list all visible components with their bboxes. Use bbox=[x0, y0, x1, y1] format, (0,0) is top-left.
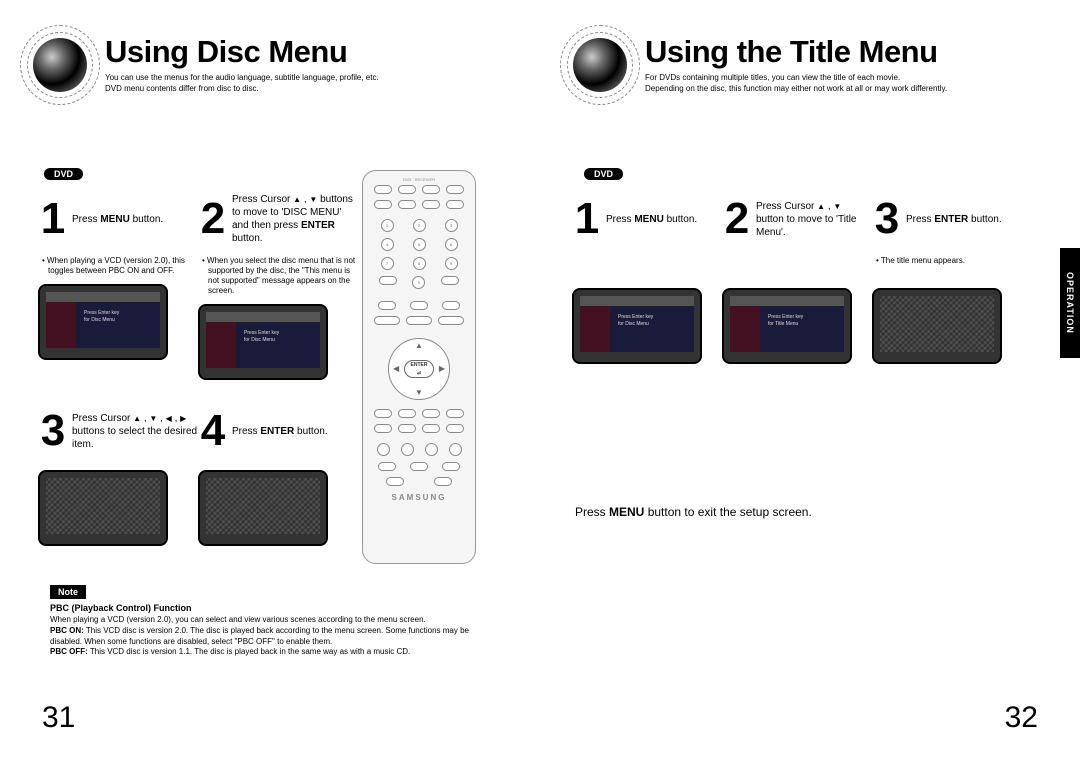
speaker-icon bbox=[560, 25, 640, 105]
page-subtitle-2: DVD menu contents differ from disc to di… bbox=[105, 84, 379, 94]
step-text: Press Cursor ▲ , ▼ , ◀ , ▶ buttons to se… bbox=[72, 412, 198, 451]
step-text: Press ENTER button. bbox=[906, 213, 1017, 226]
step-text: Press ENTER button. bbox=[232, 425, 358, 438]
step-number: 3 bbox=[872, 197, 902, 241]
step-note: When playing a VCD (version 2.0), this t… bbox=[38, 256, 198, 276]
step-number: 2 bbox=[198, 197, 228, 241]
title-block: Using Disc Menu You can use the menus fo… bbox=[105, 36, 379, 94]
page-32: Using the Title Menu For DVDs containing… bbox=[540, 0, 1080, 763]
title-block: Using the Title Menu For DVDs containing… bbox=[645, 36, 947, 94]
remote-enter-button: ENTER⏎ bbox=[404, 360, 434, 378]
note-title: PBC (Playback Control) Function bbox=[50, 603, 480, 613]
step-number: 1 bbox=[38, 197, 68, 241]
tv-screen bbox=[198, 470, 328, 546]
screen-text: Press Enter keyfor Disc Menu bbox=[244, 330, 279, 344]
step-text: Press MENU button. bbox=[606, 213, 717, 226]
page-subtitle-2: Depending on the disc, this function may… bbox=[645, 84, 947, 94]
step-1: 1 Press MENU button. When playing a VCD … bbox=[38, 188, 198, 360]
step-text: Press Cursor ▲ , ▼ button to move to 'Ti… bbox=[756, 200, 867, 239]
step-number: 1 bbox=[572, 197, 602, 241]
screen-text: Press Enter keyfor Disc Menu bbox=[618, 314, 653, 328]
dvd-badge: DVD bbox=[584, 168, 623, 180]
page-subtitle-1: For DVDs containing multiple titles, you… bbox=[645, 73, 947, 83]
tv-screen bbox=[38, 470, 168, 546]
step-number: 3 bbox=[38, 409, 68, 453]
remote-brand: SAMSUNG bbox=[363, 493, 475, 502]
note-body-3: PBC OFF: This VCD disc is version 1.1. T… bbox=[50, 647, 480, 658]
screen-text: Press Enter keyfor Disc Menu bbox=[84, 310, 119, 324]
tv-screen: Press Enter keyfor Disc Menu bbox=[572, 288, 702, 364]
note-section: Note PBC (Playback Control) Function Whe… bbox=[50, 582, 480, 658]
note-body-1: When playing a VCD (version 2.0), you ca… bbox=[50, 615, 480, 626]
step-note: The title menu appears. bbox=[872, 256, 1017, 266]
dvd-badge: DVD bbox=[44, 168, 83, 180]
page-title: Using the Title Menu bbox=[645, 36, 947, 67]
remote-dpad: ▲ ▼ ◀ ▶ ENTER⏎ bbox=[388, 338, 450, 400]
page-31: Using Disc Menu You can use the menus fo… bbox=[0, 0, 540, 763]
step-1: 1 Press MENU button. Press Enter keyfor … bbox=[572, 188, 717, 364]
tv-screen bbox=[872, 288, 1002, 364]
step-number: 2 bbox=[722, 197, 752, 241]
tv-screen: Press Enter keyfor Disc Menu bbox=[38, 284, 168, 360]
note-badge: Note bbox=[50, 585, 86, 599]
page-subtitle-1: You can use the menus for the audio lang… bbox=[105, 73, 379, 83]
note-body-2: PBC ON: This VCD disc is version 2.0. Th… bbox=[50, 626, 480, 648]
step-4: 4 Press ENTER button. bbox=[198, 400, 358, 546]
step-number: 4 bbox=[198, 409, 228, 453]
screen-text: Press Enter keyfor Title Menu bbox=[768, 314, 803, 328]
page-number: 31 bbox=[42, 701, 75, 735]
step-2: 2 Press Cursor ▲ , ▼ buttons to move to … bbox=[198, 188, 358, 380]
page-header: Using Disc Menu You can use the menus fo… bbox=[20, 25, 379, 105]
step-text: Press Cursor ▲ , ▼ buttons to move to 'D… bbox=[232, 193, 358, 245]
exit-instruction: Press MENU button to exit the setup scre… bbox=[575, 505, 812, 519]
step-text: Press MENU button. bbox=[72, 213, 198, 226]
step-3: 3 Press Cursor ▲ , ▼ , ◀ , ▶ buttons to … bbox=[38, 400, 198, 546]
speaker-icon bbox=[20, 25, 100, 105]
remote-control: DVD RECEIVER 123 456 789 0 ▲ ▼ ◀ ▶ ENTER… bbox=[362, 170, 476, 564]
step-note: When you select the disc menu that is no… bbox=[198, 256, 358, 296]
tv-screen: Press Enter keyfor Title Menu bbox=[722, 288, 852, 364]
tv-screen: Press Enter keyfor Disc Menu bbox=[198, 304, 328, 380]
page-title: Using Disc Menu bbox=[105, 36, 379, 67]
page-number: 32 bbox=[1005, 701, 1038, 735]
step-2: 2 Press Cursor ▲ , ▼ button to move to '… bbox=[722, 188, 867, 364]
section-tab: OPERATION bbox=[1060, 248, 1080, 358]
step-3: 3 Press ENTER button. The title menu app… bbox=[872, 188, 1017, 364]
page-header: Using the Title Menu For DVDs containing… bbox=[560, 25, 947, 105]
